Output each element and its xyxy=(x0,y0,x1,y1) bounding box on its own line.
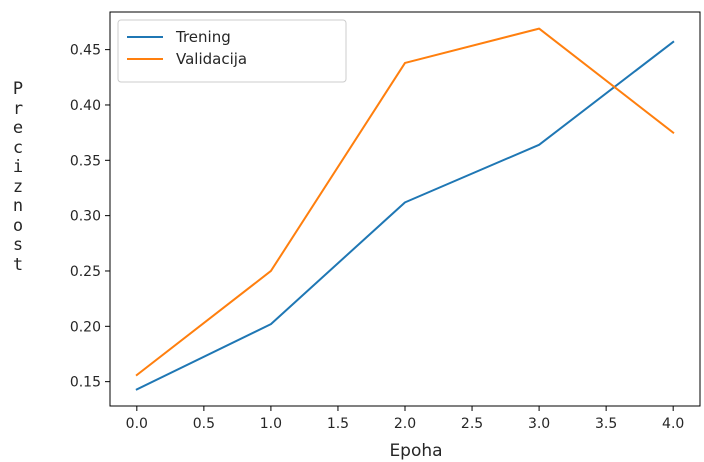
y-axis-title-letter: i xyxy=(12,157,24,177)
y-axis-title-letter: c xyxy=(12,137,24,158)
y-tick-label: 0.20 xyxy=(70,319,101,335)
x-tick-label: 0.5 xyxy=(193,416,215,432)
y-axis-title-letter: r xyxy=(12,98,24,119)
x-tick-label: 0.0 xyxy=(126,416,148,432)
y-axis-title-letter: e xyxy=(12,118,24,138)
y-tick-label: 0.15 xyxy=(70,375,101,391)
y-axis-title-letter: n xyxy=(12,196,24,216)
x-tick-label: 2.5 xyxy=(461,416,483,432)
legend-label: Validacija xyxy=(176,50,247,68)
y-axis-title-letter: o xyxy=(12,215,24,236)
x-tick-label: 1.0 xyxy=(260,416,282,432)
x-axis: 0.0 0.5 1.0 1.5 2.0 2.5 3.0 3.5 4.0 xyxy=(126,406,684,432)
x-tick-label: 4.0 xyxy=(662,416,684,432)
x-tick-label: 3.5 xyxy=(595,416,617,432)
y-tick-label: 0.25 xyxy=(70,264,101,280)
legend: Trening Validacija xyxy=(117,19,347,83)
y-tick-label: 0.40 xyxy=(70,98,101,114)
y-tick-label: 0.45 xyxy=(70,43,101,59)
y-axis: 0.15 0.20 0.25 0.30 0.35 0.40 0.45 xyxy=(70,43,110,391)
y-tick-label: 0.35 xyxy=(70,153,101,169)
y-axis-title-letter: z xyxy=(12,176,24,197)
x-tick-label: 3.0 xyxy=(528,416,550,432)
y-axis-title-letter: s xyxy=(12,235,24,255)
x-tick-label: 2.0 xyxy=(394,416,416,432)
legend-box xyxy=(117,19,347,83)
series-line-trening xyxy=(135,40,675,391)
y-axis-title-letter: P xyxy=(12,79,24,99)
x-tick-label: 1.5 xyxy=(327,416,349,432)
series-layer xyxy=(135,27,675,391)
y-tick-label: 0.30 xyxy=(70,209,101,225)
legend-label: Trening xyxy=(175,28,231,46)
y-axis-title-letter: t xyxy=(12,254,24,275)
x-axis-title: Epoha xyxy=(389,441,442,461)
